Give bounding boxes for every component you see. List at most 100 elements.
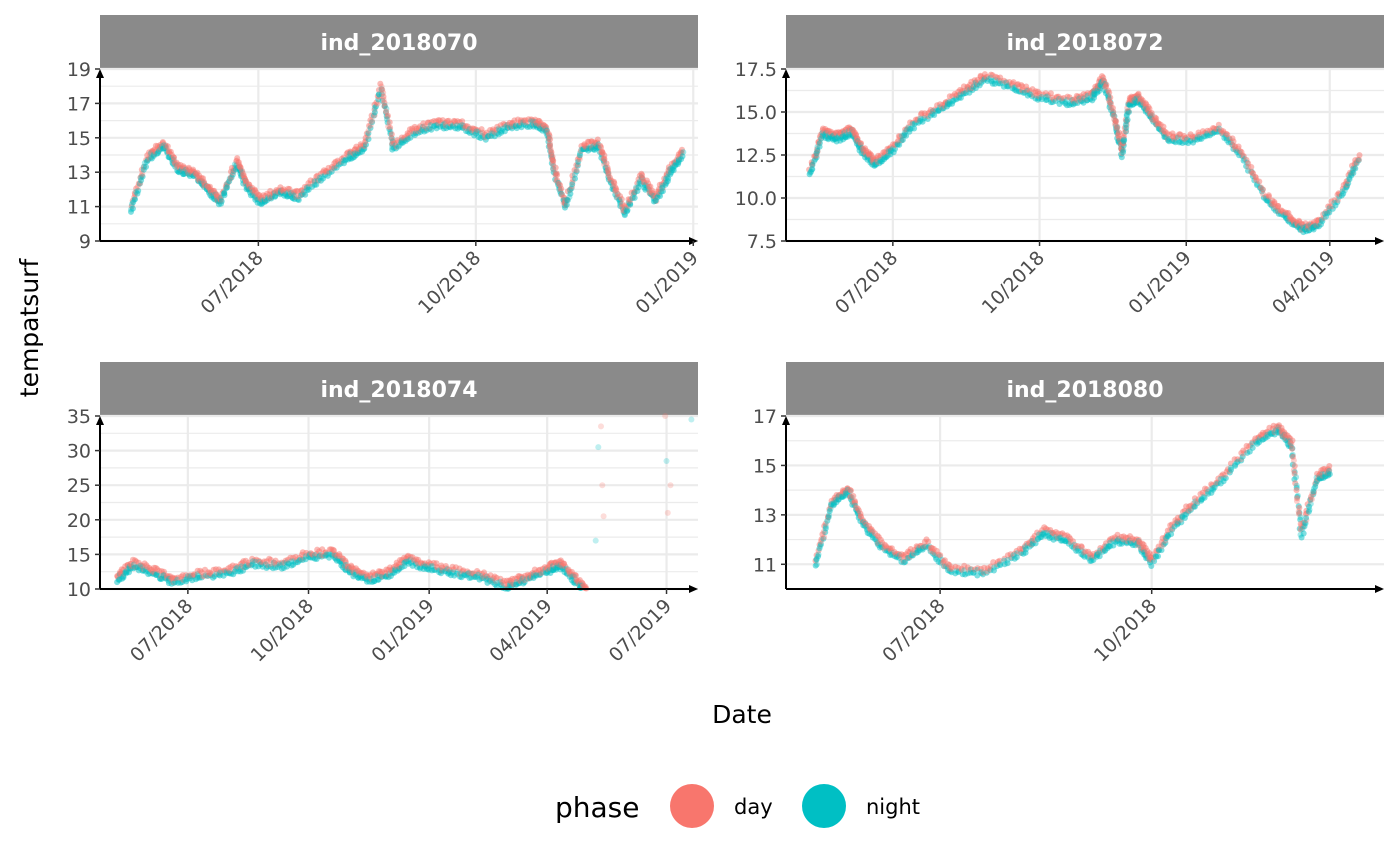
data-point <box>813 154 820 161</box>
x-axis-arrow <box>1375 237 1384 245</box>
data-point <box>1289 445 1295 452</box>
data-point <box>809 166 816 173</box>
facet-strip-label: ind_2018070 <box>320 31 477 56</box>
data-point <box>224 184 231 191</box>
data-point <box>164 143 171 150</box>
y-tick-label: 35 <box>67 406 91 428</box>
x-tick-label: 01/2019 <box>367 595 438 666</box>
data-point <box>1293 474 1300 481</box>
data-point <box>892 146 898 152</box>
legend-title: phase <box>555 791 640 824</box>
data-point <box>363 141 369 148</box>
data-point <box>1124 116 1131 123</box>
data-point <box>143 163 149 170</box>
y-tick-label: 15 <box>67 128 91 150</box>
panel-ind_2018080: ind_2018080 11 13 15 17 07/2018 10/2018 <box>753 362 1384 666</box>
legend-key-night <box>802 784 846 828</box>
y-axis-arrow <box>782 416 790 425</box>
data-point <box>627 200 634 207</box>
facet-strip <box>100 15 698 69</box>
x-tick-label: 01/2019 <box>1124 247 1195 318</box>
data-point <box>564 197 571 204</box>
y-tick-label: 10.0 <box>735 188 777 210</box>
data-point <box>1120 147 1127 154</box>
data-point <box>664 509 671 516</box>
data-point <box>407 134 414 141</box>
data-point <box>679 153 686 160</box>
data-point <box>221 190 228 197</box>
data-point <box>1122 121 1129 128</box>
data-point <box>365 130 372 137</box>
data-point <box>1352 165 1359 172</box>
y-axis-title: tempatsurf <box>15 258 44 398</box>
data-point <box>1155 553 1161 560</box>
data-point <box>592 537 599 544</box>
data-point <box>381 103 388 110</box>
data-point <box>575 158 582 165</box>
x-tick-label: 04/2019 <box>485 595 556 666</box>
y-tick-label: 10 <box>67 579 91 601</box>
data-point <box>680 149 687 156</box>
y-tick-label: 19 <box>67 59 91 81</box>
data-point <box>371 109 378 116</box>
data-point <box>598 423 604 430</box>
data-point <box>386 119 393 126</box>
x-tick-label: 01/2019 <box>631 247 702 318</box>
data-point <box>388 131 395 138</box>
data-point <box>896 141 903 148</box>
data-point <box>552 164 559 171</box>
data-point <box>1125 109 1132 116</box>
data-point <box>662 413 669 419</box>
data-point <box>1293 498 1300 504</box>
data-point <box>1356 156 1363 163</box>
y-tick-label: 12.5 <box>735 145 777 167</box>
x-tick-label: 10/2018 <box>978 247 1049 318</box>
y-tick-label: 17.5 <box>735 59 777 81</box>
data-point <box>558 185 565 192</box>
data-point <box>899 136 906 143</box>
data-point <box>1326 468 1332 474</box>
data-point <box>377 80 384 87</box>
data-point <box>679 146 685 153</box>
data-point <box>1148 110 1155 116</box>
x-tick-label: 10/2018 <box>1090 595 1161 666</box>
data-point <box>139 173 146 180</box>
data-point <box>573 168 580 175</box>
data-point <box>218 198 225 205</box>
x-tick-label: 07/2018 <box>878 595 949 666</box>
facet-strip <box>786 15 1384 69</box>
facet-panels: ind_2018070 9 11 13 15 17 19 07/2018 10/2018 01/2… <box>67 15 1384 666</box>
data-point <box>1290 457 1297 464</box>
data-point <box>1153 115 1160 122</box>
data-point <box>129 205 136 212</box>
data-point <box>848 487 854 494</box>
data-point <box>573 167 580 174</box>
data-point <box>239 168 246 174</box>
x-tick-label: 07/2019 <box>605 595 676 666</box>
y-tick-label: 17 <box>67 93 91 115</box>
y-tick-label: 13 <box>753 505 777 527</box>
data-point <box>611 180 618 187</box>
data-point <box>657 193 664 199</box>
data-point <box>1121 136 1127 143</box>
x-tick-label: 07/2018 <box>831 247 902 318</box>
data-point <box>600 513 607 520</box>
data-point <box>809 161 816 168</box>
facet-strip-label: ind_2018074 <box>320 378 477 403</box>
y-axis-arrow <box>96 69 104 78</box>
data-points <box>128 80 687 219</box>
x-tick-label: 04/2019 <box>1268 247 1339 318</box>
y-axis-arrow <box>782 69 790 78</box>
data-point <box>132 196 138 203</box>
x-tick-label: 10/2018 <box>414 247 485 318</box>
data-point <box>387 124 394 131</box>
y-tick-label: 15.0 <box>735 102 777 124</box>
data-point <box>563 201 570 208</box>
data-point <box>1113 118 1120 125</box>
data-point <box>365 136 372 143</box>
data-point <box>572 175 578 182</box>
data-point <box>384 112 391 119</box>
data-point <box>380 93 387 100</box>
data-point <box>170 154 177 161</box>
